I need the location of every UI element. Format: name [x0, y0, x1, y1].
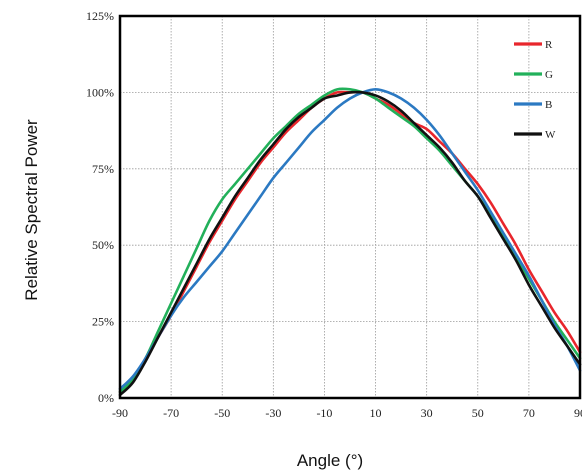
y-tick-label: 125% — [86, 9, 114, 23]
x-tick-label: 30 — [421, 406, 433, 420]
y-tick-label: 100% — [86, 85, 114, 99]
y-tick-label: 50% — [92, 238, 114, 252]
legend-label-b: B — [545, 99, 552, 111]
series-line-r — [118, 90, 582, 394]
y-tick-label: 25% — [92, 315, 114, 329]
y-tick-label: 0% — [98, 391, 114, 405]
y-tick-label: 75% — [92, 162, 114, 176]
tick-labels: -90 -70 -50 -30 -10 10 30 50 70 90 0% 25% 50% 75% 100%… — [86, 9, 582, 420]
series-line-b — [118, 88, 582, 391]
plot-frame — [118, 14, 582, 400]
series-lines — [118, 87, 582, 397]
x-tick-label: -90 — [112, 406, 128, 420]
x-tick-label: 70 — [523, 406, 535, 420]
x-tick-label: -50 — [214, 406, 230, 420]
y-axis-title: Relative Spectral Power — [22, 119, 41, 301]
series-line-g — [118, 87, 582, 394]
x-tick-label: 50 — [472, 406, 484, 420]
x-tick-label: -30 — [265, 406, 281, 420]
x-tick-label: 10 — [370, 406, 382, 420]
legend-label-w: W — [545, 129, 556, 141]
legend-label-g: G — [545, 69, 553, 81]
x-axis-title: Angle (°) — [297, 451, 363, 470]
x-tick-label: -70 — [163, 406, 179, 420]
x-tick-label: -10 — [316, 406, 332, 420]
x-tick-label: 90 — [574, 406, 582, 420]
legend: R G B W — [514, 39, 556, 141]
grid — [120, 16, 580, 398]
legend-label-r: R — [545, 39, 553, 51]
series-line-w — [118, 90, 582, 397]
